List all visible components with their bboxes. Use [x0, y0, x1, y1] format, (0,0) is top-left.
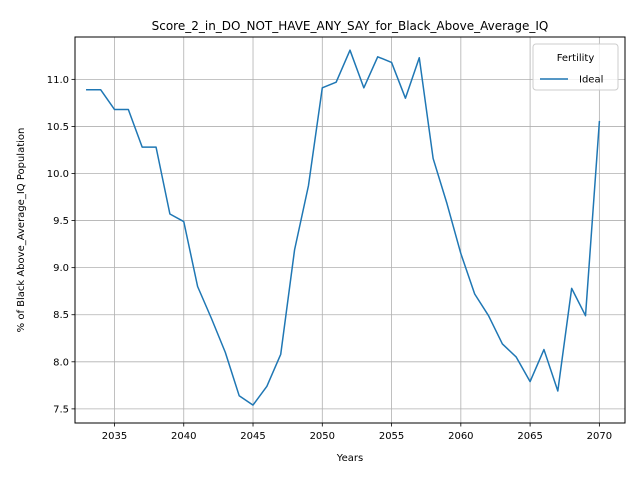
data-point [252, 404, 254, 406]
y-tick-label: 9.0 [53, 263, 69, 274]
legend: Fertility Ideal [532, 43, 619, 91]
data-point [294, 249, 296, 251]
legend-box [532, 43, 619, 91]
data-point [474, 293, 476, 295]
x-tick-label: 2040 [171, 431, 196, 442]
y-tick-label: 8.5 [53, 310, 69, 321]
x-tick-label: 2070 [587, 431, 612, 442]
data-point [308, 185, 310, 187]
data-point [502, 343, 504, 345]
x-tick-label: 2045 [240, 431, 265, 442]
grid [75, 37, 625, 423]
data-point [128, 109, 130, 111]
plot-frame [74, 36, 626, 424]
data-point [225, 352, 227, 354]
data-point [377, 56, 379, 58]
data-point [419, 57, 421, 59]
data-point [100, 89, 102, 91]
y-axis-ticks: 7.5 8.0 8.5 9.0 9.5 10.0 10.5 11.0 [47, 75, 75, 415]
y-axis-title: % of Black Above_Average_IQ Population [16, 128, 27, 333]
data-point [571, 288, 573, 290]
data-point [183, 221, 185, 223]
x-tick-label: 2050 [310, 431, 335, 442]
data-point [391, 62, 393, 64]
y-tick-label: 8.0 [53, 357, 69, 368]
x-axis-ticks: 2035 2040 2045 2050 2055 2060 2065 2070 [102, 423, 612, 442]
series-layer [86, 49, 601, 406]
data-point [515, 356, 517, 358]
data-point [86, 89, 88, 91]
data-point [432, 158, 434, 160]
y-tick-label: 11.0 [47, 75, 69, 86]
data-point [405, 97, 407, 99]
data-point [114, 109, 116, 111]
y-tick-label: 7.5 [53, 404, 69, 415]
data-point [211, 318, 213, 320]
data-point [363, 87, 365, 89]
x-tick-label: 2055 [379, 431, 404, 442]
data-point [155, 146, 157, 148]
data-point [557, 390, 559, 392]
legend-label-ideal: Ideal [579, 75, 603, 86]
data-point [322, 87, 324, 89]
chart-title: Score_2_in_DO_NOT_HAVE_ANY_SAY_for_Black… [152, 19, 549, 33]
data-point [335, 81, 337, 83]
data-point [446, 203, 448, 205]
data-point [349, 49, 351, 51]
data-point [280, 354, 282, 356]
data-point [197, 286, 199, 288]
data-point [141, 146, 143, 148]
data-point [460, 253, 462, 255]
x-tick-label: 2065 [517, 431, 542, 442]
data-point [599, 121, 601, 123]
x-tick-label: 2060 [448, 431, 473, 442]
x-tick-label: 2035 [102, 431, 127, 442]
y-tick-label: 10.5 [47, 122, 69, 133]
data-point [529, 381, 531, 383]
legend-title: Fertility [557, 53, 595, 64]
x-axis-title: Years [336, 453, 363, 464]
data-point [488, 315, 490, 317]
data-point [543, 349, 545, 351]
series-line-ideal [86, 49, 601, 406]
y-tick-label: 10.0 [47, 169, 69, 180]
data-point [266, 386, 268, 388]
data-point [585, 315, 587, 317]
y-tick-label: 9.5 [53, 216, 69, 227]
data-point [169, 213, 171, 215]
data-point [238, 395, 240, 397]
